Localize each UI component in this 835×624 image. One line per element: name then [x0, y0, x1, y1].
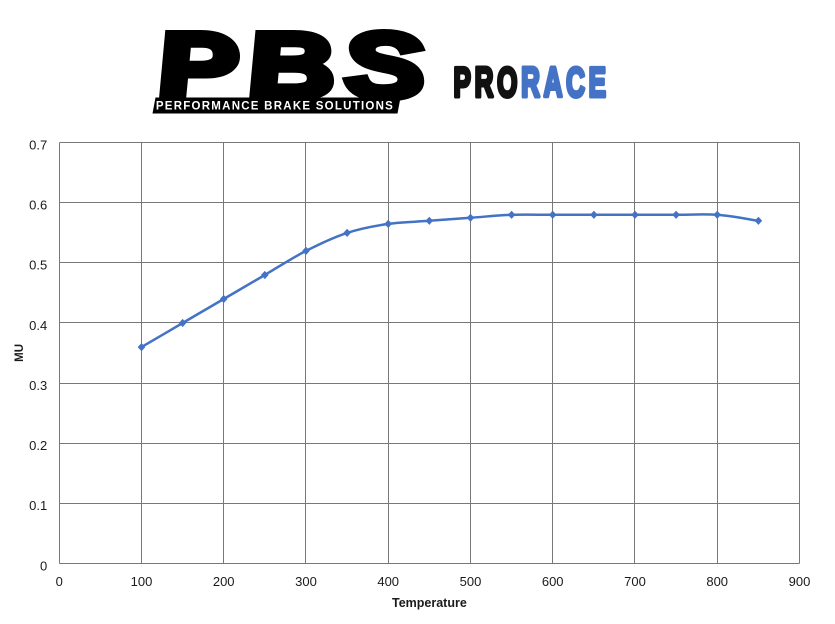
svg-text:0: 0 — [40, 558, 47, 573]
svg-text:200: 200 — [213, 574, 235, 589]
svg-text:300: 300 — [295, 574, 317, 589]
svg-text:Temperature: Temperature — [392, 596, 467, 610]
svg-text:0.6: 0.6 — [29, 198, 47, 213]
svg-text:0.3: 0.3 — [29, 378, 47, 393]
svg-text:400: 400 — [377, 574, 399, 589]
svg-text:PERFORMANCE BRAKE SOLUTIONS: PERFORMANCE BRAKE SOLUTIONS — [156, 101, 394, 113]
svg-text:MU: MU — [14, 344, 26, 362]
svg-text:100: 100 — [131, 574, 153, 589]
svg-text:0.7: 0.7 — [29, 138, 47, 153]
svg-text:800: 800 — [706, 574, 728, 589]
svg-text:0.1: 0.1 — [29, 498, 47, 513]
svg-text:0.4: 0.4 — [29, 318, 47, 333]
svg-text:PRORACE: PRORACE — [454, 59, 610, 106]
svg-text:0.2: 0.2 — [29, 438, 47, 453]
svg-text:0: 0 — [56, 574, 63, 589]
svg-text:600: 600 — [542, 574, 564, 589]
svg-text:500: 500 — [460, 574, 482, 589]
svg-text:0.5: 0.5 — [29, 258, 47, 273]
svg-text:700: 700 — [624, 574, 646, 589]
svg-text:900: 900 — [789, 574, 811, 589]
svg-text:PBS: PBS — [149, 14, 443, 117]
